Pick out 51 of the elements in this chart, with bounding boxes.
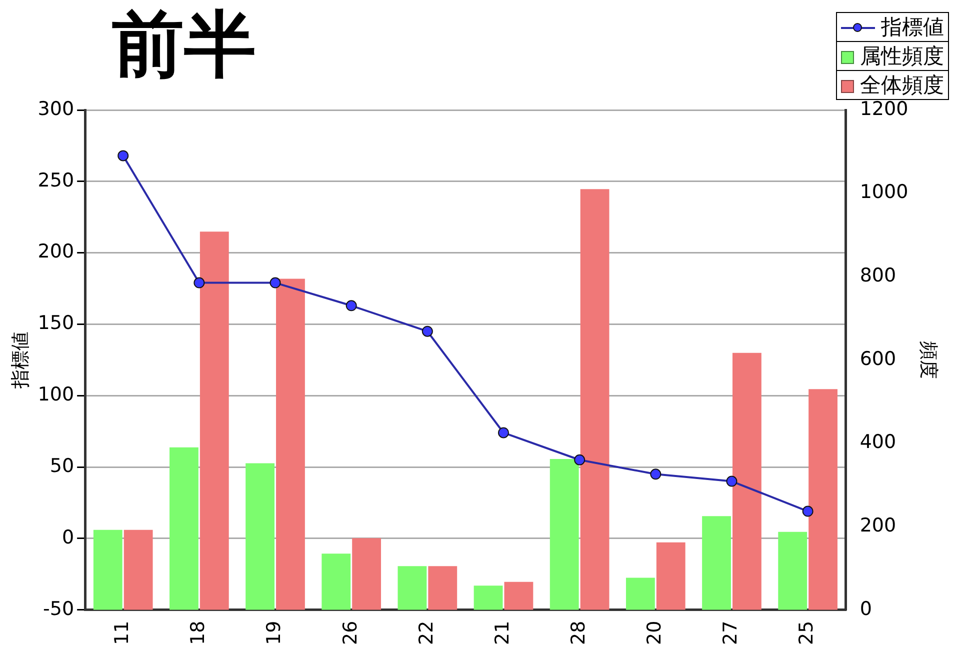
bar bbox=[808, 389, 838, 610]
y2-tick-label: 800 bbox=[860, 264, 896, 287]
y-tick-label: 200 bbox=[38, 240, 74, 263]
bar bbox=[474, 586, 503, 610]
y-tick-label: 250 bbox=[38, 169, 74, 192]
y2-tick-label: 0 bbox=[860, 598, 872, 620]
bar bbox=[93, 530, 122, 610]
y2-tick-label: 600 bbox=[860, 348, 896, 370]
bar bbox=[550, 459, 579, 610]
bar bbox=[124, 530, 153, 610]
bar bbox=[428, 566, 458, 610]
x-tick-label: 18 bbox=[187, 620, 210, 646]
bar bbox=[778, 532, 808, 610]
x-tick-label: 25 bbox=[796, 620, 818, 646]
legend-label: 指標値 bbox=[836, 12, 948, 42]
bar bbox=[246, 463, 274, 610]
y-tick-label: -50 bbox=[43, 598, 74, 620]
bar bbox=[200, 232, 229, 610]
y2-axis-title: 頻度 bbox=[918, 340, 940, 379]
bar bbox=[322, 554, 351, 610]
bar bbox=[580, 189, 610, 610]
bar bbox=[656, 542, 686, 610]
bar bbox=[626, 578, 655, 610]
x-tick-label: 22 bbox=[415, 620, 438, 646]
y2-tick-label: 400 bbox=[860, 431, 896, 454]
bar bbox=[504, 582, 534, 610]
legend-label: 全体頻度 bbox=[836, 70, 948, 100]
y-tick-label: 300 bbox=[38, 98, 74, 120]
bar bbox=[732, 352, 762, 610]
x-tick-label: 26 bbox=[339, 620, 362, 646]
x-tick-label: 28 bbox=[568, 620, 590, 646]
y2-tick-label: 1200 bbox=[860, 98, 908, 120]
legend-label: 属性頻度 bbox=[836, 42, 948, 70]
y2-tick-label: 200 bbox=[860, 514, 896, 536]
y2-tick-label: 1000 bbox=[860, 181, 908, 204]
bar bbox=[170, 447, 198, 610]
x-tick-label: 11 bbox=[111, 620, 134, 646]
y-tick-label: 50 bbox=[50, 454, 74, 477]
x-tick-label: 20 bbox=[644, 620, 666, 646]
x-tick-label: 19 bbox=[263, 620, 286, 646]
chart-title: 前半 bbox=[112, 2, 256, 86]
bar bbox=[398, 566, 427, 610]
x-tick-label: 27 bbox=[720, 620, 742, 646]
y-tick-label: 100 bbox=[38, 384, 74, 406]
bar bbox=[352, 538, 382, 610]
y-tick-label: 0 bbox=[62, 526, 74, 548]
y-axis-title: 指標値 bbox=[9, 331, 32, 390]
x-tick-label: 21 bbox=[491, 620, 514, 646]
bar bbox=[702, 516, 731, 610]
y-tick-label: 150 bbox=[38, 312, 74, 334]
bar bbox=[276, 278, 305, 610]
